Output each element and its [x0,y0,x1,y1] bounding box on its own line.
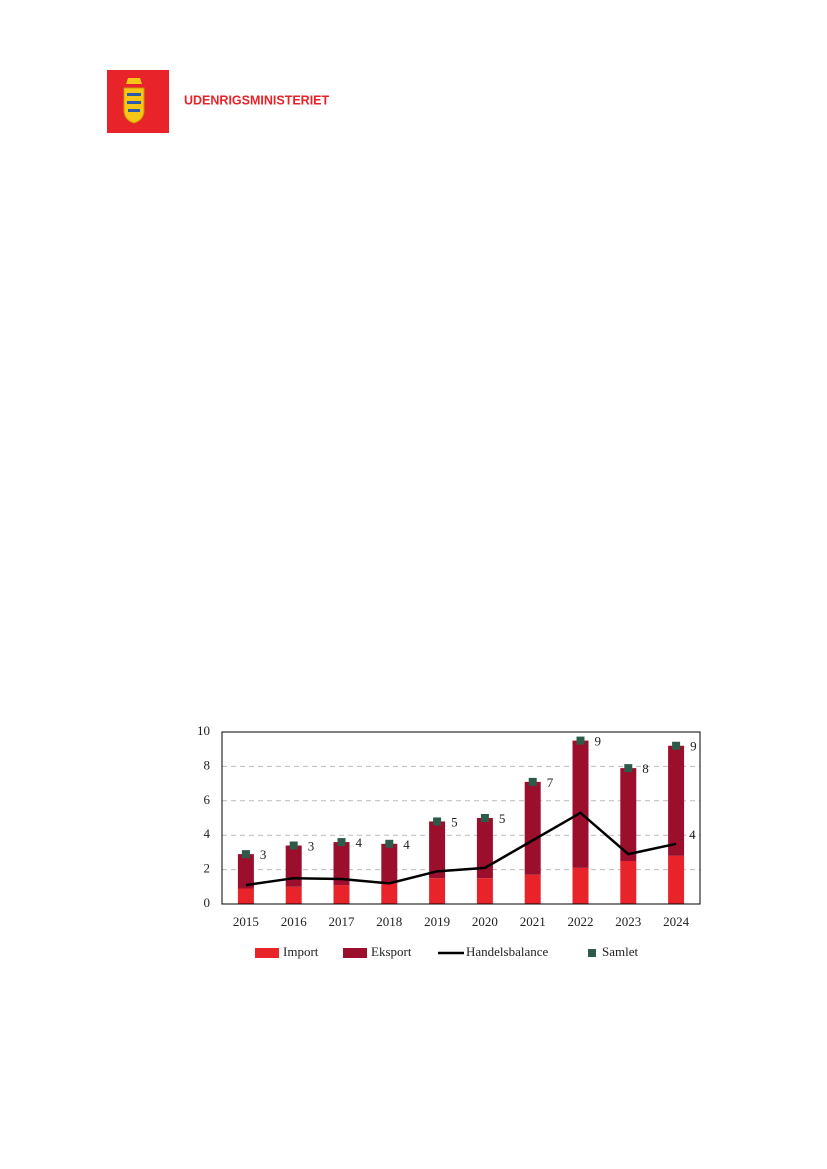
data-label: 9 [595,734,602,749]
bar [476,818,493,879]
bar [333,842,350,886]
bar [429,821,446,879]
lion [127,93,141,96]
bar [668,745,685,856]
bar [524,781,541,875]
data-label: 9 [690,739,697,754]
bar [237,888,254,904]
legend-label: Handelsbalance [466,944,549,959]
data-label: 5 [499,811,506,826]
x-tick-label: 2022 [568,914,594,929]
data-label: 3 [260,847,267,862]
y-tick-label: 10 [197,723,210,738]
line [245,811,677,887]
marker [624,764,633,773]
marker [576,736,585,745]
y-tick-label: 8 [204,757,211,772]
chart: 0 2 4 6 8 10 2015 2016 2017 2018 2019 2020 2021 2022 2… [197,723,701,959]
data-label: 4 [356,835,363,850]
legend-label: Import [283,944,319,959]
x-tick-label: 2019 [424,914,450,929]
bar [285,886,302,904]
x-tick-label: 2020 [472,914,498,929]
legend-swatch [343,948,367,958]
org-name: UDENRIGSMINISTERIET [184,93,330,107]
bar [476,878,493,904]
legend-label: Eksport [371,944,412,959]
logo [107,70,169,133]
bar [668,855,685,904]
x-tick-label: 2015 [233,914,259,929]
marker [480,814,489,822]
plot-frame [221,731,701,905]
bar [572,740,589,868]
marker [528,777,537,786]
bar [524,874,541,904]
data-label: 5 [451,814,458,829]
data-label: 3 [308,839,315,854]
x-tick-label: 2021 [520,914,546,929]
marker [433,817,442,826]
crown [126,78,142,84]
bar [381,883,398,904]
lion [128,109,140,112]
data-label: 4 [403,837,410,852]
x-tick-label: 2018 [376,914,402,929]
bar [285,845,302,887]
legend-label: Samlet [602,944,638,959]
y-tick-label: 4 [204,826,211,841]
data-label: 7 [547,775,554,790]
bar [572,867,589,904]
y-tick-label: 0 [204,895,211,910]
data-label: 8 [642,761,649,776]
x-tick-label: 2023 [615,914,641,929]
marker [337,838,346,847]
bar [620,768,637,861]
y-tick-label: 2 [204,861,211,876]
bar [620,861,637,904]
shield [123,87,145,124]
bar [381,843,398,884]
bar [237,854,254,889]
legend-swatch [588,949,596,957]
marker [672,741,681,750]
y-tick-label: 6 [204,792,211,807]
lion [127,101,141,104]
marker [385,839,394,848]
x-tick-label: 2016 [281,914,308,929]
x-tick-label: 2024 [663,914,690,929]
marker [241,850,250,859]
legend-swatch [255,948,279,958]
bar [429,878,446,904]
bar [333,885,350,904]
data-label: 4 [689,827,696,842]
x-tick-label: 2017 [329,914,356,929]
marker [289,841,298,850]
